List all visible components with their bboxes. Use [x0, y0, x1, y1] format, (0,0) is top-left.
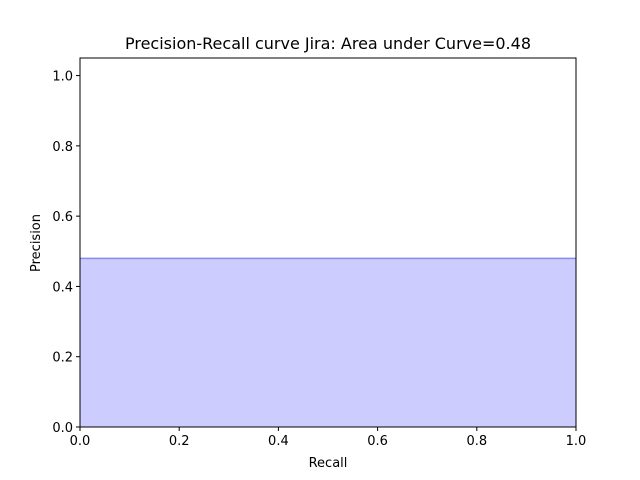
y-tick-label: 0.8 — [52, 140, 73, 155]
x-tick-label: 0.0 — [70, 434, 91, 449]
y-tick-label: 0.4 — [52, 280, 73, 295]
plot-area — [80, 257, 576, 427]
chart-title: Precision-Recall curve Jira: Area under … — [125, 34, 531, 53]
y-tick-label: 0.6 — [52, 210, 73, 225]
y-tick-label: 1.0 — [52, 70, 73, 85]
x-tick-label: 0.8 — [466, 434, 487, 449]
x-tick-label: 1.0 — [566, 434, 587, 449]
plot-frame — [79, 57, 577, 428]
pr-area-fill — [80, 258, 576, 427]
x-axis-label: Recall — [309, 456, 348, 471]
x-tick-label: 0.6 — [367, 434, 388, 449]
y-axis-label: Precision — [29, 214, 44, 272]
x-tick-label: 0.4 — [268, 434, 289, 449]
y-tick-label: 0.2 — [52, 351, 73, 366]
axes: 0.0 0.2 0.4 0.6 0.8 1.0 0.0 0.2 0.4 0.6 0.8 1.0 — [52, 57, 587, 449]
y-tick-label: 0.0 — [52, 421, 73, 436]
x-tick-label: 0.2 — [169, 434, 190, 449]
